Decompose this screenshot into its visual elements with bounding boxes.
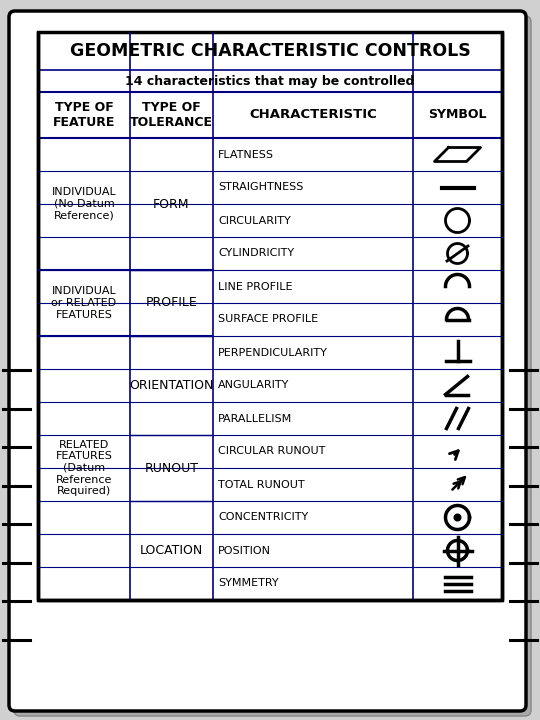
Text: SYMMETRY: SYMMETRY	[218, 578, 279, 588]
Text: CONCENTRICITY: CONCENTRICITY	[218, 513, 308, 523]
Text: CYLINDRICITY: CYLINDRICITY	[218, 248, 294, 258]
Polygon shape	[454, 513, 462, 521]
Text: FORM: FORM	[153, 197, 190, 210]
Text: RUNOUT: RUNOUT	[145, 462, 199, 474]
Text: TYPE OF
TOLERANCE: TYPE OF TOLERANCE	[130, 101, 213, 129]
Text: SURFACE PROFILE: SURFACE PROFILE	[218, 315, 318, 325]
Text: FLATNESS: FLATNESS	[218, 150, 274, 160]
Text: CIRCULAR RUNOUT: CIRCULAR RUNOUT	[218, 446, 326, 456]
FancyBboxPatch shape	[14, 16, 531, 716]
Text: RELATED
FEATURES
(Datum
Reference
Required): RELATED FEATURES (Datum Reference Requir…	[56, 440, 112, 496]
Text: INDIVIDUAL
or RELATED
FEATURES: INDIVIDUAL or RELATED FEATURES	[51, 287, 117, 320]
Text: POSITION: POSITION	[218, 546, 271, 556]
Text: CIRCULARITY: CIRCULARITY	[218, 215, 291, 225]
Text: PERPENDICULARITY: PERPENDICULARITY	[218, 348, 328, 358]
Text: GEOMETRIC CHARACTERISTIC CONTROLS: GEOMETRIC CHARACTERISTIC CONTROLS	[70, 42, 470, 60]
Text: PROFILE: PROFILE	[146, 297, 198, 310]
Text: CHARACTERISTIC: CHARACTERISTIC	[249, 109, 377, 122]
Text: PARALLELISM: PARALLELISM	[218, 413, 292, 423]
FancyBboxPatch shape	[9, 11, 526, 711]
Text: TOTAL RUNOUT: TOTAL RUNOUT	[218, 480, 305, 490]
Text: ORIENTATION: ORIENTATION	[129, 379, 214, 392]
Bar	[38, 32, 502, 600]
Text: TYPE OF
FEATURE: TYPE OF FEATURE	[53, 101, 115, 129]
Text: LOCATION: LOCATION	[140, 544, 203, 557]
Text: STRAIGHTNESS: STRAIGHTNESS	[218, 182, 303, 192]
Text: ANGULARITY: ANGULARITY	[218, 380, 289, 390]
Text: LINE PROFILE: LINE PROFILE	[218, 282, 293, 292]
Text: SYMBOL: SYMBOL	[428, 109, 487, 122]
Text: 14 characteristics that may be controlled: 14 characteristics that may be controlle…	[125, 74, 415, 88]
Text: INDIVIDUAL
(No Datum
Reference): INDIVIDUAL (No Datum Reference)	[52, 187, 117, 220]
